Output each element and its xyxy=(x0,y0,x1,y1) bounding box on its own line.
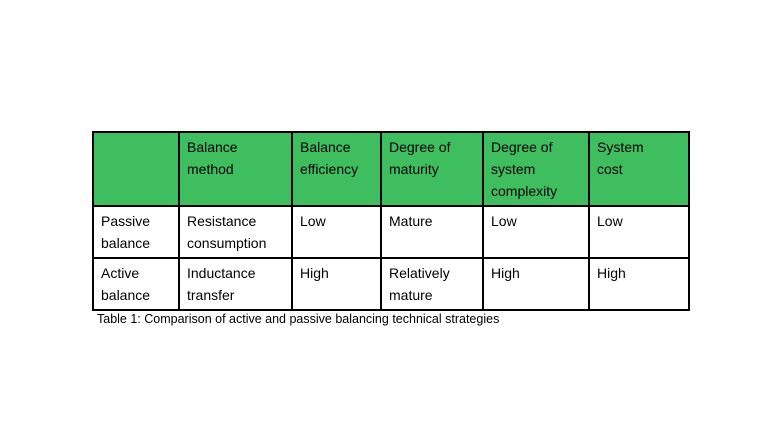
header-cell-balance-efficiency: Balance efficiency xyxy=(291,131,382,207)
cell-passive-system-cost: Low xyxy=(588,205,690,259)
cell-active-balance-method: Inductance transfer xyxy=(178,257,293,311)
table-row-passive-balance: Passive balance Resistance consumption L… xyxy=(92,205,690,259)
row-label-active-balance: Active balance xyxy=(92,257,180,311)
header-cell-degree-of-system-complexity: Degree of system complexity xyxy=(482,131,590,207)
table-row-active-balance: Active balance Inductance transfer High … xyxy=(92,257,690,311)
table-caption: Table 1: Comparison of active and passiv… xyxy=(97,312,500,326)
row-label-passive-balance: Passive balance xyxy=(92,205,180,259)
cell-passive-balance-method: Resistance consumption xyxy=(178,205,293,259)
cell-passive-degree-of-maturity: Mature xyxy=(380,205,484,259)
comparison-table: Balance method Balance efficiency Degree… xyxy=(92,131,690,311)
cell-passive-balance-efficiency: Low xyxy=(291,205,382,259)
table-header-row: Balance method Balance efficiency Degree… xyxy=(92,131,690,207)
cell-active-degree-of-maturity: Relatively mature xyxy=(380,257,484,311)
header-cell-degree-of-maturity: Degree of maturity xyxy=(380,131,484,207)
cell-active-system-complexity: High xyxy=(482,257,590,311)
header-cell-balance-method: Balance method xyxy=(178,131,293,207)
cell-active-balance-efficiency: High xyxy=(291,257,382,311)
cell-passive-system-complexity: Low xyxy=(482,205,590,259)
cell-active-system-cost: High xyxy=(588,257,690,311)
header-cell-empty xyxy=(92,131,180,207)
header-cell-system-cost: System cost xyxy=(588,131,690,207)
